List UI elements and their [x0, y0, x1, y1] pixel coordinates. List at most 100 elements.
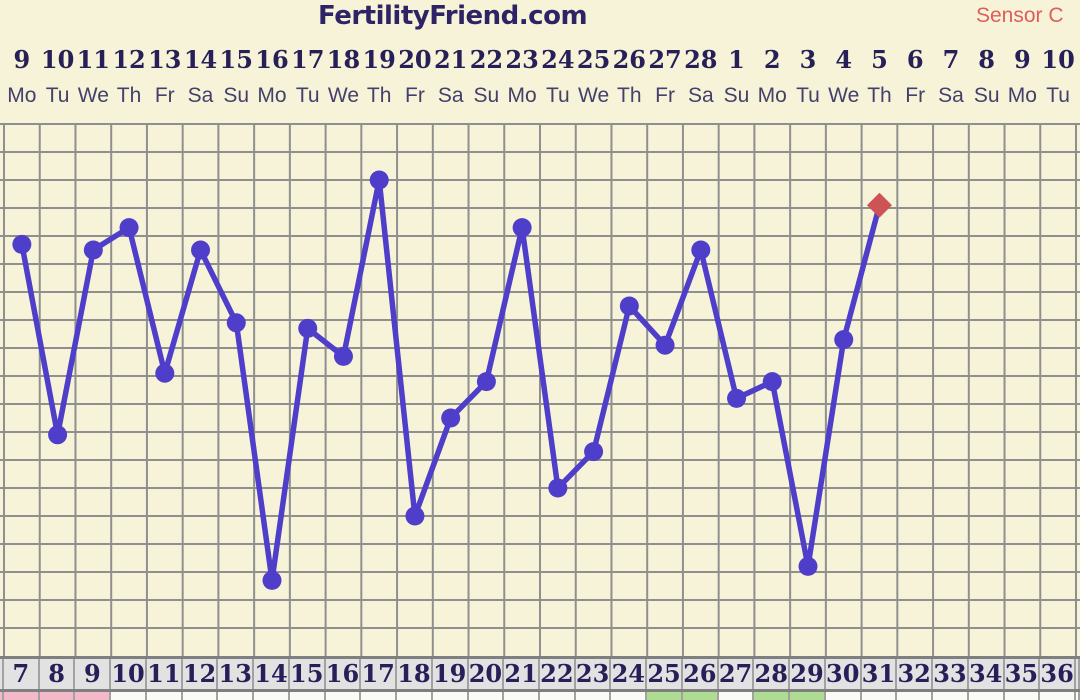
- temp-point-cd30[interactable]: [834, 330, 854, 350]
- cycle-day-cell-31[interactable]: 31: [861, 659, 898, 689]
- band-cell-31: [861, 692, 898, 700]
- temp-point-cd14[interactable]: [262, 570, 282, 590]
- temp-point-cd13[interactable]: [226, 313, 246, 333]
- temp-point-cd28[interactable]: [762, 372, 782, 392]
- temp-point-cd20[interactable]: [476, 372, 496, 392]
- temp-point-cd25[interactable]: [655, 335, 675, 355]
- cycle-day-cell-26[interactable]: 26: [682, 659, 719, 689]
- temp-point-cd15[interactable]: [298, 318, 318, 338]
- date-label-cd-13[interactable]: 15: [219, 45, 253, 74]
- cycle-day-cell-21[interactable]: 21: [504, 659, 540, 689]
- cycle-day-cell-16[interactable]: 16: [325, 659, 362, 689]
- cycle-day-cell-7[interactable]: 7: [4, 659, 40, 689]
- cycle-day-cell-32[interactable]: 32: [897, 659, 934, 689]
- temp-point-cd27[interactable]: [727, 388, 747, 408]
- date-label-cd-35[interactable]: 9: [1014, 45, 1031, 74]
- cycle-day-cell-8[interactable]: 8: [39, 659, 76, 689]
- cycle-day-cell-25[interactable]: 25: [647, 659, 683, 689]
- cycle-day-cell-28[interactable]: 28: [754, 659, 791, 689]
- temp-point-cd10[interactable]: [119, 218, 139, 238]
- date-label-cd-23[interactable]: 25: [576, 45, 611, 74]
- date-label-cd-30[interactable]: 4: [835, 45, 853, 74]
- temp-point-cd19[interactable]: [441, 408, 461, 428]
- date-label-cd-19[interactable]: 21: [433, 45, 468, 74]
- temp-point-cd24[interactable]: [619, 296, 639, 316]
- band-cell-32: [897, 692, 934, 700]
- temp-point-cd7[interactable]: [12, 234, 32, 254]
- temp-point-cd16[interactable]: [333, 346, 353, 366]
- temp-point-cd18[interactable]: [405, 506, 425, 526]
- weekday-label-cd-36: Tu: [1046, 84, 1070, 107]
- temp-point-cd8[interactable]: [48, 425, 68, 445]
- temp-point-cd12[interactable]: [191, 240, 211, 260]
- date-label-cd-9[interactable]: 11: [76, 45, 111, 74]
- date-label-cd-22[interactable]: 24: [541, 45, 575, 74]
- date-label-cd-10[interactable]: 12: [112, 45, 146, 74]
- cycle-day-cell-22[interactable]: 22: [540, 659, 576, 689]
- weekday-label-cd-8: Tu: [45, 84, 70, 107]
- band-cell-22: [540, 692, 576, 700]
- weekday-label-cd-7: Mo: [7, 84, 37, 107]
- date-label-cd-15[interactable]: 17: [291, 45, 325, 74]
- date-label-cd-27[interactable]: 1: [728, 45, 745, 74]
- cycle-day-cell-14[interactable]: 14: [254, 659, 290, 689]
- band-cell-29-green: [790, 692, 826, 700]
- date-label-cd-32[interactable]: 6: [906, 45, 924, 74]
- date-label-cd-26[interactable]: 28: [684, 45, 718, 74]
- cycle-day-cell-33[interactable]: 33: [933, 659, 969, 689]
- date-label-cd-16[interactable]: 18: [326, 45, 361, 74]
- date-label-cd-31[interactable]: 5: [871, 45, 888, 74]
- temp-point-diamond-cd31[interactable]: [866, 192, 892, 218]
- temp-point-cd22[interactable]: [548, 478, 568, 498]
- temp-point-cd23[interactable]: [584, 442, 604, 462]
- date-label-cd-25[interactable]: 27: [648, 45, 682, 74]
- edge-stub-cell: [0, 692, 4, 700]
- temp-point-cd29[interactable]: [798, 556, 818, 576]
- temp-point-cd26[interactable]: [691, 240, 711, 260]
- cycle-day-cell-13[interactable]: 13: [218, 659, 255, 689]
- cycle-day-cell-24[interactable]: 24: [611, 659, 648, 689]
- cycle-day-cell-19[interactable]: 19: [432, 659, 469, 689]
- date-label-cd-24[interactable]: 26: [612, 45, 647, 74]
- cycle-day-cell-27[interactable]: 27: [718, 659, 755, 689]
- cycle-day-cell-15[interactable]: 15: [289, 659, 326, 689]
- weekday-label-cd-15: Tu: [295, 84, 320, 107]
- cycle-day-cell-35[interactable]: 35: [1004, 659, 1041, 689]
- date-label-cd-33[interactable]: 7: [942, 45, 960, 74]
- date-label-cd-17[interactable]: 19: [362, 45, 396, 74]
- cycle-day-cell-9[interactable]: 9: [75, 659, 112, 689]
- date-label-cd-11[interactable]: 13: [148, 45, 182, 74]
- temp-point-cd17[interactable]: [369, 170, 389, 190]
- cycle-day-cell-10[interactable]: 10: [111, 659, 147, 689]
- app-title: FertilityFriend.com: [318, 1, 588, 31]
- cycle-day-cell-23[interactable]: 23: [575, 659, 612, 689]
- date-label-cd-28[interactable]: 2: [763, 45, 781, 74]
- cycle-day-cell-17[interactable]: 17: [361, 659, 398, 689]
- cycle-day-cell-11[interactable]: 11: [146, 659, 183, 689]
- cycle-day-cell-20[interactable]: 20: [468, 659, 505, 689]
- cycle-day-cell-29[interactable]: 29: [790, 659, 826, 689]
- weekday-label-cd-14: Mo: [257, 84, 287, 107]
- date-label-cd-34[interactable]: 8: [978, 45, 995, 74]
- cycle-day-cell-36[interactable]: 36: [1040, 659, 1076, 689]
- date-label-cd-8[interactable]: 10: [40, 45, 75, 74]
- cycle-day-cell-30[interactable]: 30: [825, 659, 862, 689]
- date-label-cd-29[interactable]: 3: [799, 45, 817, 74]
- date-label-cd-20[interactable]: 22: [469, 45, 504, 74]
- temp-point-cd21[interactable]: [512, 218, 532, 238]
- date-label-cd-36[interactable]: 10: [1041, 45, 1075, 74]
- date-label-cd-14[interactable]: 16: [255, 45, 289, 74]
- cycle-day-cell-34[interactable]: 34: [968, 659, 1005, 689]
- weekday-label-cd-23: We: [578, 84, 610, 107]
- date-label-cd-7[interactable]: 9: [13, 45, 31, 74]
- weekday-label-cd-9: We: [77, 84, 109, 107]
- weekday-label-cd-20: Su: [473, 84, 500, 107]
- cycle-day-cell-12[interactable]: 12: [182, 659, 219, 689]
- date-label-cd-12[interactable]: 14: [183, 45, 218, 74]
- temp-point-cd11[interactable]: [155, 363, 175, 383]
- cycle-day-cell-18[interactable]: 18: [397, 659, 433, 689]
- date-label-cd-21[interactable]: 23: [505, 45, 539, 74]
- date-label-cd-18[interactable]: 20: [398, 45, 432, 74]
- temp-point-cd9[interactable]: [83, 240, 103, 260]
